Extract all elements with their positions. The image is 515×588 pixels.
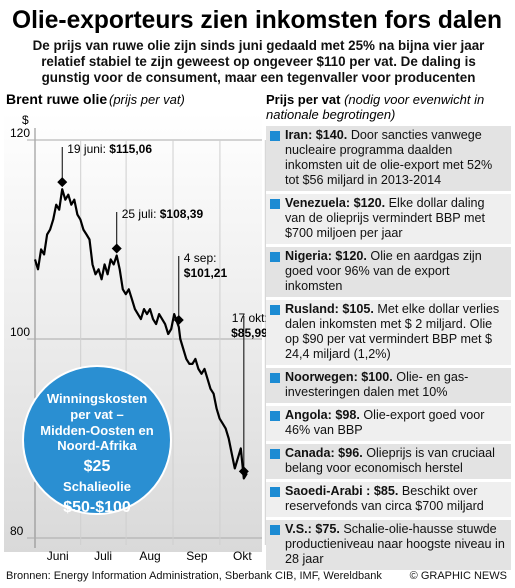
item-marker	[270, 131, 280, 141]
annotation-marker	[57, 177, 68, 188]
x-tick-label: Sep	[186, 549, 208, 563]
item-marker	[270, 373, 280, 383]
infobox-item: Nigeria: $120. Olie en aardgas zijn goed…	[266, 247, 511, 297]
annotation-label: 25 juli:	[122, 207, 157, 221]
item-name: Nigeria: $120.	[285, 249, 367, 263]
infobox-item: Angola: $98. Olie-export goed voor 46% v…	[266, 406, 511, 441]
y-tick-label: 100	[10, 325, 30, 339]
chart-title: Brent ruwe olie	[6, 91, 107, 107]
callout-text: $50-$100	[63, 499, 131, 516]
item-text: Elke dollar daling van de olieprijs verm…	[285, 196, 485, 240]
item-text: Olieprijs is van cruciaal belang voor ec…	[285, 446, 495, 475]
x-tick-label: Juni	[47, 549, 69, 563]
infobox-item: V.S.: $75. Schalie-olie-hausse stuwde pr…	[266, 520, 511, 570]
subtitle: De prijs van ruwe olie zijn sinds juni g…	[6, 38, 511, 86]
price-line	[33, 188, 248, 480]
item-text: Door sancties vanwege nucleaire programm…	[285, 128, 493, 187]
callout-text: per vat –	[70, 407, 123, 422]
x-tick-label: Juli	[94, 549, 112, 563]
item-name: Iran: $140.	[285, 128, 348, 142]
source: Bronnen: Energy Information Administrati…	[6, 570, 382, 582]
annotation-marker	[173, 314, 184, 325]
subtitle-line: gunstig voor de consument, maar een tege…	[41, 70, 476, 85]
annotation-label: 19 juni:	[67, 142, 106, 156]
callout-text: Noord-Afrika	[57, 438, 137, 453]
item-name: Canada: $96.	[285, 446, 363, 460]
item-marker	[270, 449, 280, 459]
subtitle-line: De prijs van ruwe olie zijn sinds juni g…	[32, 38, 485, 53]
callout-text: Winningskosten	[47, 391, 147, 406]
annotation: 19 juni: $115,06	[67, 142, 152, 156]
annotation-price: $115,06	[109, 142, 152, 156]
page-title: Olie-exporteurs zien inkomsten fors dale…	[12, 6, 502, 34]
item-marker	[270, 411, 280, 421]
infobox: Prijs per vat (nodig voor evenwicht in n…	[266, 92, 511, 573]
item-marker	[270, 199, 280, 209]
item-text: Olie-export goed voor 46% van BBP	[285, 408, 485, 437]
annotation: 25 juli: $108,39	[122, 207, 204, 221]
item-text: Schalie-olie-hausse stuwde productienive…	[285, 522, 505, 566]
infobox-item: Venezuela: $120. Elke dollar daling van …	[266, 194, 511, 244]
infobox-item: Noorwegen: $100. Olie- en gas-investerin…	[266, 368, 511, 403]
item-marker	[270, 487, 280, 497]
annotation-price: $101,21	[184, 266, 228, 280]
infobox-item: Rusland: $105. Met elke dollar verlies d…	[266, 300, 511, 365]
item-marker	[270, 525, 280, 535]
infobox-item: Canada: $96. Olieprijs is van cruciaal b…	[266, 444, 511, 479]
callout-circle	[22, 365, 172, 515]
item-text: Met elke dollar verlies dalen inkomsten …	[285, 302, 500, 361]
credit: © GRAPHIC NEWS	[409, 570, 507, 582]
annotation-price: $85,99	[231, 326, 268, 340]
y-tick-label: 120	[10, 126, 30, 140]
chart-subtitle: (prijs per vat)	[109, 92, 185, 107]
callout-text: Midden-Oosten en	[40, 423, 153, 438]
callout-text: Schalieolie	[63, 479, 131, 494]
infobox-item: Saoedi-Arabi : $85. Beschikt over reserv…	[266, 482, 511, 517]
annotation-marker	[238, 466, 249, 477]
item-text: Olie- en gas-investeringen dalen met 10%	[285, 370, 469, 399]
item-name: Rusland: $105.	[285, 302, 374, 316]
item-text: Beschikt over reservefonds van circa $70…	[285, 484, 484, 513]
item-marker	[270, 252, 280, 262]
x-tick-label: Okt	[233, 549, 252, 563]
y-tick-label: 80	[10, 524, 24, 538]
infobox-note: (nodig voor evenwicht in nationale begro…	[266, 92, 485, 122]
x-tick-label: Aug	[139, 549, 160, 563]
annotation-price: $108,39	[160, 207, 204, 221]
annotation-label: 17 okt:	[232, 311, 268, 325]
item-name: V.S.: $75.	[285, 522, 340, 536]
annotation-marker	[111, 243, 122, 254]
item-text: Olie en aardgas zijn goed voor 96% van d…	[285, 249, 482, 293]
item-name: Angola: $98.	[285, 408, 360, 422]
infobox-header: Prijs per vat (nodig voor evenwicht in n…	[266, 92, 511, 126]
y-unit: $	[22, 113, 29, 127]
item-name: Saoedi-Arabi : $85.	[285, 484, 399, 498]
item-name: Venezuela: $120.	[285, 196, 386, 210]
subtitle-line: relatief stabiel te zijn geweest op onge…	[41, 54, 476, 69]
item-marker	[270, 305, 280, 315]
infobox-item: Iran: $140. Door sancties vanwege nuclea…	[266, 126, 511, 191]
callout-text: $25	[84, 458, 111, 475]
annotation-label: 4 sep:	[184, 251, 217, 265]
item-name: Noorwegen: $100.	[285, 370, 393, 384]
infobox-title: Prijs per vat	[266, 92, 341, 107]
